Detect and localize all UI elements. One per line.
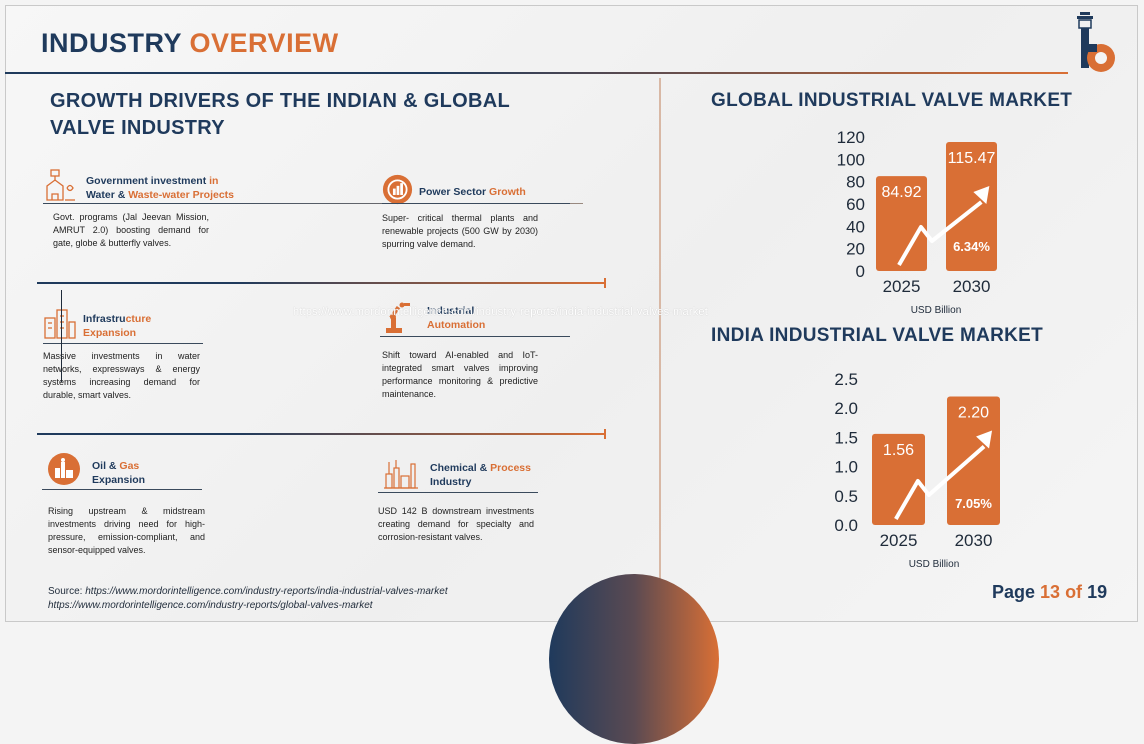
driver-3-label-a: Infrastru (83, 313, 126, 325)
bar-value-label: 2.20 (958, 405, 989, 422)
company-logo-icon (1077, 12, 1115, 72)
driver-2-description: Super- critical thermal plants and renew… (382, 213, 538, 249)
driver-6-description: USD 142 B downstream investments creatin… (378, 506, 534, 542)
y-tick-label: 0.5 (834, 487, 858, 506)
row-separator-1 (37, 278, 606, 288)
drivers-heading: GROWTH DRIVERS OF THE INDIAN & GLOBAL VA… (50, 88, 550, 142)
x-tick-label: 2025 (880, 531, 918, 550)
drivers-heading-line-2: VALVE INDUSTRY (50, 117, 225, 139)
driver-2-underline (382, 203, 570, 204)
oil-refinery-icon (48, 453, 80, 485)
y-tick-label: 2.5 (834, 370, 858, 389)
bar-2030 (946, 142, 997, 271)
bar-2025 (876, 176, 927, 271)
driver-4-label-a: Industrial (427, 305, 475, 317)
growth-arrow-head (973, 186, 990, 205)
title-part-1: INDUSTRY (41, 28, 190, 58)
driver-5-label-a: Oil & (92, 460, 120, 472)
x-tick-label: 2025 (883, 277, 921, 296)
city-buildings-icon (44, 309, 76, 339)
india-market-chart: 0.0 0.5 1.0 1.5 2.0 2.5 1.56 2025 2.20 2030 7.05% U… (834, 370, 1000, 570)
title-part-2: OVERVIEW (189, 28, 339, 58)
cursor-line (61, 290, 62, 382)
driver-3-label-c: Expansion (83, 327, 137, 339)
y-tick-label: 100 (837, 150, 865, 169)
source-link-1[interactable]: https://www.mordorintelligence.com/indus… (85, 586, 448, 597)
growth-arrow (897, 200, 983, 267)
growth-rate-label: 6.34% (953, 239, 990, 254)
growth-arrow (894, 445, 986, 521)
source-block: Source: https://www.mordorintelligence.c… (48, 585, 448, 613)
power-gauge-icon (382, 174, 413, 205)
page-current: 13 (1040, 582, 1061, 602)
title-underline (5, 72, 1068, 74)
driver-5-description: Rising upstream & midstream investments … (48, 506, 205, 555)
driver-1-underline (43, 203, 583, 204)
y-tick-label: 20 (846, 240, 865, 259)
y-tick-label: 2.0 (834, 399, 858, 418)
y-tick-label: 120 (837, 128, 865, 147)
bar-2030 (947, 396, 1000, 525)
driver-1-label-b: in (209, 175, 219, 187)
driver-2-label-b: Growth (489, 186, 526, 198)
india-chart-title: INDIA INDUSTRIAL VALVE MARKET (711, 325, 1044, 346)
y-tick-label: 40 (846, 217, 865, 236)
decorative-semicircle (549, 574, 719, 744)
source-prefix: Source: (48, 586, 86, 597)
driver-1-description: Govt. programs (Jal Jeevan Mission, AMRU… (53, 212, 209, 248)
bar-value-label: 1.56 (883, 442, 914, 459)
driver-4-underline (380, 336, 570, 337)
chemical-plant-icon (384, 460, 418, 489)
page-label: Page (992, 582, 1041, 602)
y-tick-label: 1.0 (834, 458, 858, 477)
bar-value-label: 84.92 (881, 184, 921, 201)
driver-3-underline (43, 343, 203, 344)
driver-3-description: Massive investments in water networks, e… (43, 351, 200, 400)
page-title: INDUSTRY OVERVIEW (41, 28, 339, 59)
y-tick-label: 80 (846, 173, 865, 192)
column-divider (659, 78, 661, 618)
page-total: 19 (1087, 582, 1108, 602)
global-market-chart: 0 20 40 60 80 100 120 84.92 2025 115.47 2030 6.34% U… (837, 128, 997, 316)
driver-4-label-b: Automation (427, 319, 486, 331)
drivers-heading-line-1: GROWTH DRIVERS OF THE INDIAN & GLOBAL (50, 90, 510, 112)
page-number: Page 13 of 19 (992, 582, 1107, 603)
driver-1-label-d: Waste-water Projects (128, 189, 235, 201)
y-tick-label: 0 (856, 262, 865, 281)
driver-4-description: Shift toward AI-enabled and IoT-integrat… (382, 350, 538, 399)
growth-rate-label: 7.05% (955, 496, 992, 511)
bar-2025 (872, 433, 925, 525)
row-separator-2 (37, 429, 606, 439)
y-tick-label: 0.0 (834, 516, 858, 535)
url-watermark: https://www.mordorintelligence.com/indus… (293, 306, 708, 318)
driver-5-label-b: Gas (119, 460, 140, 472)
driver-5-underline (42, 489, 202, 490)
bar-value-label: 115.47 (948, 150, 996, 167)
driver-6-label-b: Process (490, 462, 531, 474)
x-tick-label: 2030 (953, 277, 991, 296)
page-of: of (1060, 582, 1088, 602)
driver-6-label-a: Chemical & (430, 462, 491, 474)
driver-5-label-c: Expansion (92, 474, 146, 486)
driver-6-underline (378, 492, 538, 493)
y-tick-label: 60 (846, 195, 865, 214)
growth-arrow-head (976, 430, 993, 449)
driver-6-label-c: Industry (430, 476, 472, 488)
source-link-2[interactable]: https://www.mordorintelligence.com/indus… (48, 600, 373, 611)
water-plant-icon (46, 169, 75, 201)
driver-3-label-b: cture (125, 313, 152, 325)
y-tick-label: 1.5 (834, 428, 858, 447)
global-chart-title: GLOBAL INDUSTRIAL VALVE MARKET (711, 90, 1073, 111)
driver-1-label-c: Water & (86, 189, 129, 201)
x-axis-title: USD Billion (909, 559, 960, 570)
x-tick-label: 2030 (955, 531, 993, 550)
driver-2-label-a: Power Sector (419, 186, 490, 198)
driver-1-label-a: Government investment (86, 175, 210, 187)
x-axis-title: USD Billion (911, 305, 962, 316)
robot-arm-icon (386, 302, 410, 333)
